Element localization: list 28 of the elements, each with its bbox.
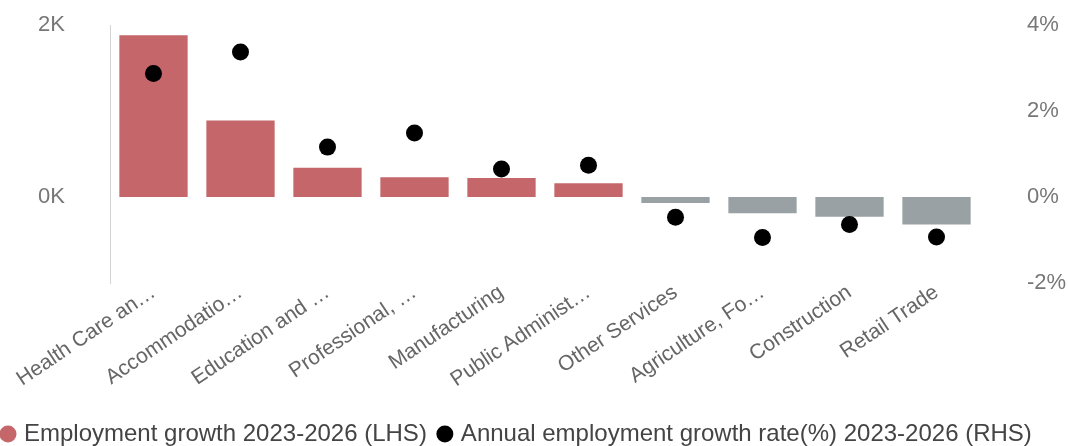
bar [380,177,449,197]
point [667,208,684,226]
bar [293,167,362,197]
bar [902,197,971,225]
point [319,138,336,156]
point [841,216,858,234]
point [928,228,945,246]
bar [554,183,623,197]
bar [815,197,884,217]
bar [728,197,797,214]
y2-tick-label: 0% [1027,183,1059,209]
legend-label: Annual employment growth rate(%) 2023-2026 (RHS) [460,418,1032,446]
point [145,65,162,83]
bar [641,197,710,204]
y-tick-label: 2K [38,11,66,37]
y-tick-label: 0K [38,183,66,209]
y2-tick-label: 2% [1027,97,1059,123]
bar [119,35,188,197]
bar [206,120,275,197]
legend-label: Employment growth 2023-2026 (LHS) [24,418,427,446]
bar [467,178,536,197]
point [406,124,423,142]
y2-tick-label: -2% [1027,269,1067,295]
y2-tick-label: 4% [1027,11,1059,37]
point [580,156,597,174]
point [232,43,249,61]
point [493,160,510,178]
point [754,228,771,246]
